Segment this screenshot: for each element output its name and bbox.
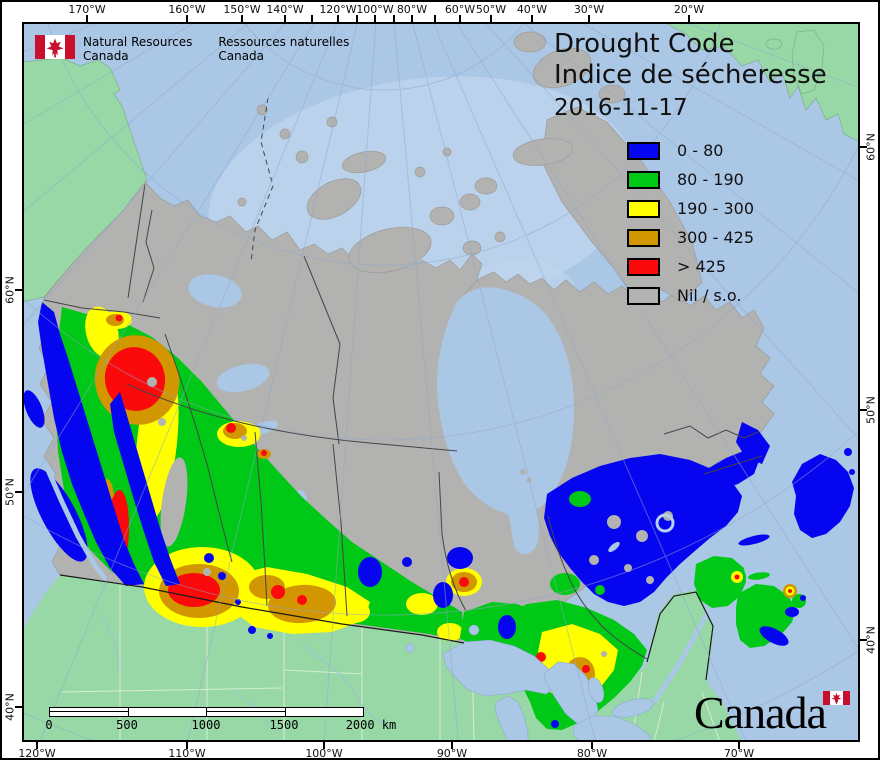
canada-flag-icon (35, 35, 75, 59)
great-lakes (405, 624, 654, 742)
lon-label: 100°W (305, 747, 343, 760)
title-en: Drought Code (554, 29, 735, 59)
scale-segment (286, 708, 364, 716)
lon-label: 100°W (356, 3, 394, 16)
nrcan-logo: Natural Resources Canada Ressources natu… (35, 35, 349, 63)
lat-label: 50°N (864, 396, 878, 424)
lat-label: 60°N (3, 276, 17, 304)
legend-swatch-nil (627, 286, 660, 305)
lat-label: 40°N (864, 626, 878, 654)
canada-drought-map (22, 22, 860, 742)
scale-label: 500 (116, 718, 138, 732)
legend-label: > 425 (677, 257, 727, 276)
lat-label: 50°N (3, 478, 17, 506)
title-date: 2016-11-17 (554, 95, 688, 121)
scale-segment (50, 708, 129, 716)
legend-swatch-0-80 (627, 141, 660, 160)
lon-label: 110°W (168, 747, 206, 760)
legend-label: 190 - 300 (677, 199, 755, 218)
legend: 0 - 80 80 - 190 190 - 300 300 - 425 > 42… (627, 136, 754, 310)
legend-item: 80 - 190 (627, 165, 754, 194)
legend-item: 300 - 425 (627, 223, 754, 252)
drought-atlantic (694, 422, 855, 648)
lon-label: 120°W (18, 747, 56, 760)
scale-label: 0 (45, 718, 53, 732)
agency-name-en: Natural Resources Canada (83, 35, 193, 63)
legend-item: Nil / s.o. (627, 281, 754, 310)
lat-label: 60°N (864, 133, 878, 161)
agency-name-fr: Ressources naturelles Canada (218, 35, 350, 63)
greenland (663, 22, 860, 143)
lon-label: 80°W (396, 3, 428, 16)
legend-item: 190 - 300 (627, 194, 754, 223)
drought-west (23, 302, 482, 641)
lon-label: 40°W (516, 3, 548, 16)
province-borders (43, 97, 763, 660)
canada-wordmark: Canada (694, 687, 827, 738)
lon-label: 60°W (444, 3, 476, 16)
scale-segment (207, 708, 286, 716)
map-title: Drought Code Indice de sécheresse 2016-1… (554, 29, 827, 122)
lon-label: 50°W (475, 3, 507, 16)
legend-swatch-gt425 (627, 257, 660, 276)
lon-label: 120°W (319, 3, 357, 16)
lat-label: 40°N (3, 693, 17, 721)
legend-label: 300 - 425 (677, 228, 755, 247)
lon-label: 90°W (436, 747, 468, 760)
lon-label: 170°W (68, 3, 106, 16)
lon-label: 70°W (723, 747, 755, 760)
lon-label: 160°W (168, 3, 206, 16)
title-fr: Indice de sécheresse (554, 60, 827, 90)
legend-item: > 425 (627, 252, 754, 281)
legend-label: Nil / s.o. (677, 286, 742, 305)
legend-label: 0 - 80 (677, 141, 724, 160)
legend-swatch-190-300 (627, 199, 660, 218)
scale-end-label: 2000 km (345, 718, 397, 732)
graticule (22, 22, 860, 742)
legend-item: 0 - 80 (627, 136, 754, 165)
scale-segment (129, 708, 207, 716)
scale-label: 1000 (191, 718, 221, 732)
arctic-islands (237, 31, 703, 319)
legend-swatch-80-190 (627, 170, 660, 189)
legend-label: 80 - 190 (677, 170, 744, 189)
lon-label: 150°W (223, 3, 261, 16)
lon-label: 80°W (576, 747, 608, 760)
wordmark-flag-icon (823, 691, 850, 705)
lon-label: 140°W (266, 3, 304, 16)
lon-label: 30°W (573, 3, 605, 16)
lon-label: 20°W (673, 3, 705, 16)
us-border (59, 574, 714, 681)
scale-label: 1500 (269, 718, 299, 732)
scale-bar (49, 707, 364, 717)
hudson-bay (436, 287, 575, 555)
legend-swatch-300-425 (627, 228, 660, 247)
